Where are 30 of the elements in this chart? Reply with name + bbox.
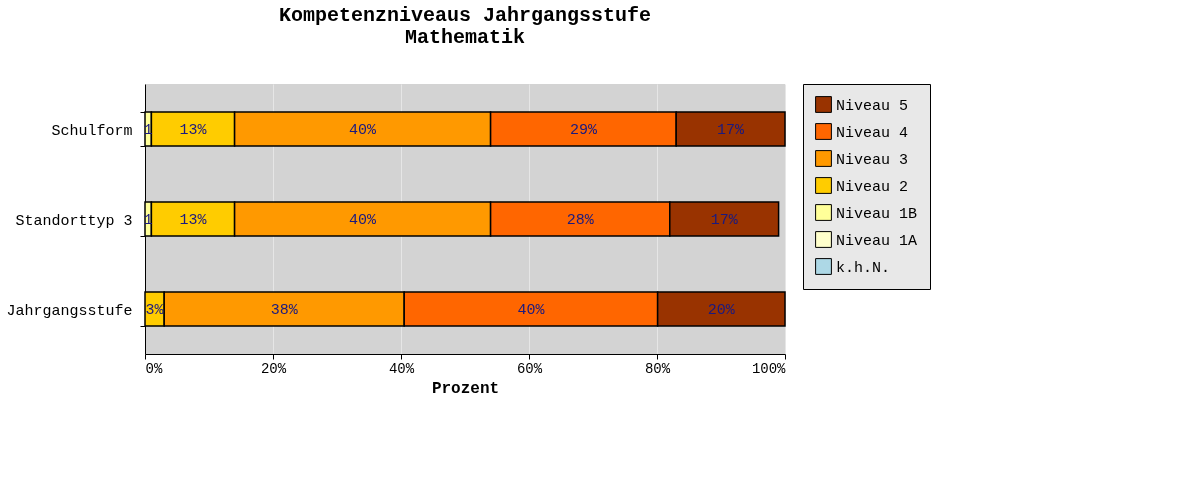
x-tick-label: 0%	[145, 360, 163, 377]
data-label: 40%	[349, 122, 378, 139]
legend-label: Niveau 3	[836, 151, 909, 169]
x-tick-label: 100%	[751, 360, 787, 377]
x-tick-label: 40%	[388, 360, 415, 377]
data-label: 13%	[179, 122, 208, 139]
data-label: 40%	[517, 302, 546, 319]
x-tick-label: 60%	[516, 360, 543, 377]
legend-label: Niveau 2	[836, 178, 909, 196]
data-label: 20%	[707, 302, 736, 319]
x-tick-label: 80%	[644, 360, 671, 377]
text: Mathematik	[404, 26, 526, 49]
legend-label: Niveau 5	[836, 97, 909, 115]
data-label: 29%	[569, 122, 598, 139]
legend-label: Niveau 1A	[836, 232, 918, 250]
data-label: 40%	[349, 212, 378, 229]
y-tick-label: Jahrgangsstufe	[6, 302, 133, 320]
data-label: 17%	[710, 212, 739, 229]
text: Kompetenzniveaus Jahrgangsstufe	[278, 4, 652, 27]
legend-label: Niveau 1B	[836, 205, 918, 223]
x-axis-title: Prozent	[431, 379, 500, 398]
data-label: 28%	[566, 212, 595, 229]
y-tick-label: Schulform	[51, 122, 133, 140]
data-label: 38%	[270, 302, 299, 319]
legend-label: k.h.N.	[836, 259, 891, 277]
data-label: 17%	[717, 122, 746, 139]
x-tick-label: 20%	[260, 360, 287, 377]
y-tick-label: Standorttyp 3	[15, 212, 133, 230]
data-label: 13%	[179, 212, 208, 229]
legend-label: Niveau 4	[836, 124, 909, 142]
